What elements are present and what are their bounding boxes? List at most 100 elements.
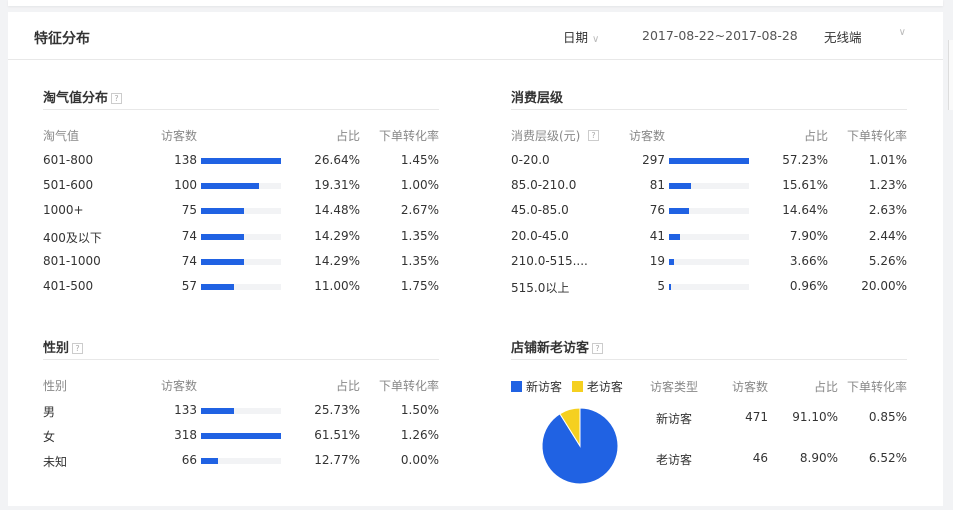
conversion-rate: 1.75%: [400, 279, 439, 293]
table-row: 45.0-85.0 76 14.64% 2.63%: [511, 203, 907, 221]
table-row: 未知 66 12.77% 0.00%: [43, 453, 439, 471]
conversion-rate: 20.00%: [861, 279, 907, 293]
count-bar: [201, 258, 281, 265]
visitor-pie-chart: [541, 407, 619, 485]
table-row: 女 318 61.51% 1.26%: [43, 428, 439, 446]
section-title: 店铺新老访客: [511, 341, 590, 356]
row-label: 501-600: [43, 178, 94, 193]
page-title: 特征分布: [34, 31, 90, 47]
feature-distribution-card: 特征分布 日期 ∨ 2017-08-22~2017-08-28 无线端 ∨: [8, 12, 943, 506]
top-bar: [8, 0, 943, 6]
chevron-down-icon: ∨: [898, 27, 906, 38]
count-bar-fill: [201, 233, 244, 240]
row-label: 401-500: [43, 279, 94, 293]
row-label: 0-20.0: [511, 153, 550, 167]
pie-slice-old[interactable]: [559, 407, 581, 448]
table-row: 501-600 100 19.31% 1.00%: [43, 178, 439, 196]
help-icon[interactable]: ?: [592, 343, 604, 354]
share: 11.00%: [314, 279, 360, 293]
pie-legend: 新访客 老访客: [511, 378, 623, 395]
share: 19.31%: [314, 178, 360, 193]
row-label: 未知: [43, 455, 68, 470]
count-bar-fill: [201, 183, 259, 190]
visitor-count: 138: [174, 153, 197, 167]
row-label: 女: [43, 430, 56, 445]
row-label: 45.0-85.0: [511, 203, 569, 218]
count-bar-fill: [201, 258, 244, 265]
chevron-down-icon: ∨: [592, 34, 600, 45]
share: 14.48%: [314, 203, 360, 218]
count-bar-fill: [669, 233, 681, 240]
count-bar: [201, 233, 281, 240]
visitor-count: 471: [745, 410, 768, 424]
legend-swatch-new: [511, 381, 522, 392]
divider: [511, 359, 907, 360]
visitor-count: 41: [649, 228, 665, 243]
col-header: 占比: [813, 380, 838, 394]
gender-section: 性别? 性别 访客数 占比 下单转化率男 133 25.73% 1.50% 女 318 61.51%…: [43, 337, 439, 469]
card-header: 特征分布 日期 ∨ 2017-08-22~2017-08-28 无线端 ∨: [8, 12, 943, 60]
help-icon[interactable]: ?: [588, 130, 599, 141]
conversion-rate: 0.85%: [868, 410, 907, 424]
legend-old[interactable]: 老访客: [571, 380, 623, 394]
count-bar: [201, 284, 281, 290]
visitor-count: 74: [181, 228, 197, 243]
col-header: 访客数: [160, 379, 197, 393]
legend-new[interactable]: 新访客: [511, 380, 562, 394]
taoqi-section: 淘气值分布? 淘气值 访客数 占比 下单转化率 601-800 138 26.64% 1.45%…: [43, 87, 439, 293]
date-range[interactable]: 2017-08-22~2017-08-28: [642, 28, 798, 43]
col-header: 占比: [335, 129, 360, 143]
visitor-count: 5: [657, 279, 665, 293]
table-header: 性别 访客数 占比 下单转化率: [43, 377, 439, 395]
visitor-count: 57: [181, 279, 197, 293]
row-label: 801-1000: [43, 253, 101, 268]
visitor-count: 66: [181, 453, 197, 468]
visitor-count: 46: [752, 451, 768, 465]
row-label: 20.0-45.0: [511, 228, 569, 243]
row-label: 男: [43, 405, 56, 419]
help-icon[interactable]: ?: [72, 343, 84, 354]
col-header: 下单转化率: [846, 129, 907, 143]
visitor-count: 19: [649, 253, 665, 268]
count-bar: [669, 284, 749, 290]
visitor-count: 100: [174, 178, 197, 193]
legend-label: 老访客: [586, 380, 623, 394]
row-label: 601-800: [43, 153, 94, 167]
conversion-rate: 1.50%: [400, 403, 439, 417]
count-bar: [669, 258, 749, 265]
count-bar: [201, 183, 281, 190]
row-label: 400及以下: [43, 230, 102, 245]
table-row: 801-1000 74 14.29% 1.35%: [43, 254, 439, 272]
visitor-type: 老访客: [656, 453, 693, 467]
conversion-rate: 2.67%: [400, 203, 439, 218]
col-header: 访客数: [731, 380, 768, 394]
share: 14.64%: [782, 203, 828, 218]
table-row: 401-500 57 11.00% 1.75%: [43, 279, 439, 297]
table-header: 淘气值 访客数 占比 下单转化率: [43, 127, 439, 145]
visitor-section: 店铺新老访客?: [511, 337, 907, 360]
side-scrollbar[interactable]: [948, 40, 953, 110]
conversion-rate: 1.35%: [400, 228, 439, 243]
share: 14.29%: [314, 253, 360, 268]
row-label: 85.0-210.0: [511, 178, 577, 193]
count-bar: [201, 458, 281, 465]
date-dropdown[interactable]: 日期 ∨: [563, 27, 599, 46]
visitor-count: 133: [174, 403, 197, 417]
table-row: 男 133 25.73% 1.50%: [43, 403, 439, 421]
divider: [43, 109, 439, 110]
count-bar-fill: [669, 183, 691, 190]
count-bar: [669, 233, 749, 240]
col-header: 消费层级(元): [511, 129, 581, 143]
col-header: 访客数: [628, 129, 665, 143]
col-header: 淘气值: [43, 129, 80, 143]
visitor-count: 318: [174, 428, 197, 443]
help-icon[interactable]: ?: [111, 93, 123, 104]
date-dropdown-label: 日期: [563, 30, 589, 45]
share: 3.66%: [789, 253, 828, 268]
device-dropdown[interactable]: 无线端 ∨: [824, 27, 906, 46]
conversion-rate: 1.23%: [868, 178, 907, 193]
col-header: 占比: [803, 129, 828, 143]
row-label: 515.0以上: [511, 281, 570, 295]
conversion-rate: 5.26%: [868, 253, 907, 268]
visitor-count: 76: [649, 203, 665, 218]
